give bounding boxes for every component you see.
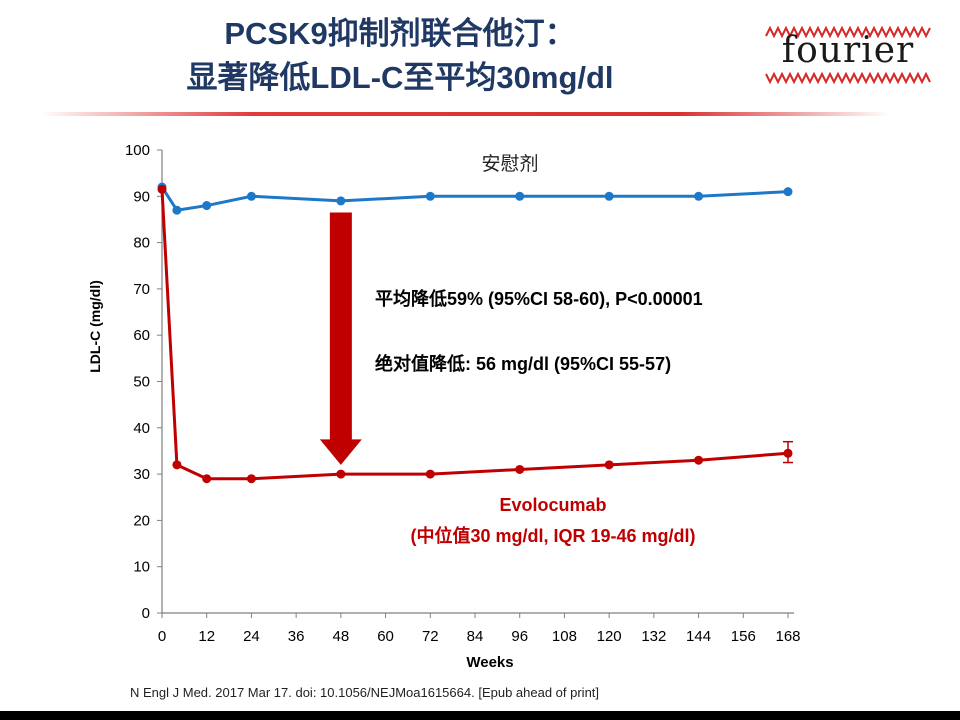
y-tick-label: 80 — [133, 235, 150, 252]
data-point-0-2 — [202, 201, 212, 211]
x-tick-label: 12 — [198, 628, 215, 645]
y-tick-label: 40 — [133, 420, 150, 437]
logo-text: fourier — [781, 30, 915, 71]
data-point-1-0 — [157, 184, 167, 194]
data-point-1-2 — [202, 474, 212, 484]
y-axis-label: LDL-C (mg/dl) — [87, 280, 103, 373]
x-tick-label: 132 — [641, 628, 666, 645]
x-tick-label: 0 — [158, 628, 166, 645]
x-tick-label: 84 — [467, 628, 484, 645]
data-point-1-1 — [172, 460, 182, 470]
y-tick-label: 60 — [133, 327, 150, 344]
y-tick-label: 50 — [133, 374, 150, 391]
data-point-1-3 — [246, 474, 256, 484]
data-point-0-6 — [515, 191, 525, 201]
y-tick-label: 0 — [142, 605, 150, 622]
series-line-0 — [160, 186, 789, 212]
annotation-percent-reduction: 平均降低59% (95%CI 58-60), P<0.00001 — [375, 288, 703, 309]
fourier-logo: fourier — [762, 25, 934, 85]
y-tick-label: 30 — [133, 466, 150, 483]
ldl-chart: 0 10 20 30 40 50 60 70 80 90 100 0 12 24 36 48 60 72 84 96 1… — [87, 142, 801, 671]
data-point-1-7 — [604, 460, 614, 470]
data-point-0-9 — [783, 187, 793, 197]
data-point-1-6 — [515, 464, 525, 474]
x-tick-label: 96 — [511, 628, 528, 645]
citation: N Engl J Med. 2017 Mar 17. doi: 10.1056/… — [130, 685, 600, 700]
x-tick-label: 168 — [775, 628, 800, 645]
data-point-0-5 — [425, 191, 435, 201]
y-tick-label: 100 — [125, 142, 150, 159]
x-tick-label: 108 — [552, 628, 577, 645]
x-tick-label: 48 — [333, 628, 350, 645]
series-line-1 — [160, 189, 789, 481]
data-point-0-4 — [336, 196, 346, 206]
series-label-evolocumab-median: (中位值30 mg/dl, IQR 19-46 mg/dl) — [410, 525, 695, 546]
x-tick-label: 60 — [377, 628, 394, 645]
data-point-1-5 — [425, 469, 435, 479]
data-point-0-7 — [604, 191, 614, 201]
y-tick-label: 70 — [133, 281, 150, 298]
x-axis-label: Weeks — [466, 654, 513, 671]
data-point-1-4 — [336, 469, 346, 479]
x-tick-label: 72 — [422, 628, 439, 645]
y-tick-label: 10 — [133, 559, 150, 576]
data-point-0-3 — [246, 191, 256, 201]
y-tick-label: 90 — [133, 188, 150, 205]
reduction-arrow — [319, 212, 362, 465]
bottom-bar — [0, 711, 960, 720]
logo-wave-icon — [765, 25, 931, 85]
series-label-placebo: 安慰剂 — [481, 153, 538, 175]
title-line-2: 显著降低LDL-C至平均30mg/dl — [186, 60, 614, 95]
page-title: PCSK9抑制剂联合他汀： 显著降低LDL-C至平均30mg/dl — [150, 12, 650, 100]
title-divider — [40, 112, 890, 116]
x-tick-label: 144 — [686, 628, 711, 645]
title-line-1: PCSK9抑制剂联合他汀： — [224, 16, 576, 51]
x-tick-label: 156 — [731, 628, 756, 645]
data-point-1-8 — [694, 455, 704, 465]
data-point-0-1 — [172, 205, 182, 215]
x-tick-label: 24 — [243, 628, 260, 645]
annotation-absolute-reduction: 绝对值降低: 56 mg/dl (95%CI 55-57) — [375, 353, 671, 374]
x-tick-label: 36 — [288, 628, 305, 645]
data-point-0-8 — [694, 191, 704, 201]
series-label-evolocumab: Evolocumab — [499, 495, 606, 515]
x-tick-label: 120 — [597, 628, 622, 645]
y-tick-label: 20 — [133, 512, 150, 529]
